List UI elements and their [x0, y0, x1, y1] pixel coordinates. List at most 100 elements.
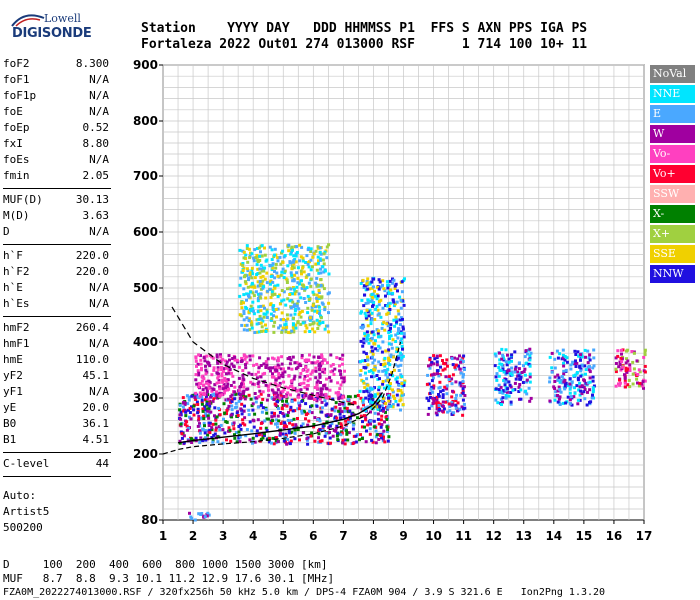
echo-point — [501, 391, 505, 395]
echo-point — [390, 371, 394, 374]
echo-point — [213, 406, 217, 410]
echo-point — [383, 356, 387, 360]
echo-point — [280, 407, 284, 411]
echo-point — [393, 363, 397, 367]
echo-point — [297, 307, 301, 311]
echo-point — [286, 317, 290, 321]
echo-point — [259, 263, 263, 267]
echo-point — [241, 369, 245, 372]
echo-point — [513, 370, 517, 374]
echo-point — [332, 429, 336, 432]
echo-point — [398, 351, 402, 355]
y-tick-label: 300 — [133, 391, 158, 405]
echo-point — [370, 355, 374, 359]
echo-point — [553, 387, 557, 390]
echo-point — [429, 363, 433, 367]
echo-point — [387, 302, 390, 306]
echo-point — [273, 292, 277, 296]
echo-point — [363, 425, 366, 429]
echo-point — [376, 417, 380, 421]
echo-point — [327, 426, 331, 429]
echo-point — [366, 277, 370, 281]
echo-point — [334, 391, 338, 395]
echo-point — [388, 308, 392, 311]
echo-point — [378, 433, 382, 437]
echo-point — [576, 402, 580, 406]
echo-point — [308, 316, 312, 320]
echo-point — [340, 431, 344, 435]
echo-point — [631, 360, 635, 364]
echo-point — [202, 377, 206, 381]
echo-point — [344, 419, 348, 423]
echo-point — [588, 358, 592, 362]
echo-point — [240, 402, 244, 406]
echo-point — [640, 382, 644, 386]
echo-point — [204, 438, 208, 442]
echo-point — [342, 404, 346, 408]
echo-point — [365, 429, 368, 433]
echo-point — [325, 245, 329, 249]
echo-point — [292, 262, 296, 266]
o-trace-line — [177, 391, 384, 444]
echo-point — [217, 425, 221, 429]
echo-point — [443, 385, 447, 389]
param-value: 220.0 — [75, 265, 109, 278]
echo-point — [353, 394, 357, 398]
echo-point — [252, 419, 256, 423]
echo-point — [641, 384, 644, 388]
echo-point — [365, 330, 369, 334]
echo-point — [204, 398, 207, 402]
echo-point — [286, 357, 290, 361]
echo-point — [286, 438, 290, 441]
echo-point — [374, 339, 377, 343]
echo-point — [339, 422, 343, 426]
echo-point — [383, 289, 387, 293]
echo-point — [255, 273, 259, 276]
echo-point — [438, 407, 441, 411]
echo-point — [399, 408, 402, 412]
echo-point — [504, 394, 508, 397]
echo-point — [557, 376, 561, 380]
echo-point — [215, 390, 219, 394]
echo-point — [377, 287, 381, 291]
echo-point — [399, 358, 403, 362]
echo-point — [196, 424, 200, 428]
echo-point — [387, 435, 391, 439]
echo-point — [614, 362, 618, 365]
echo-point — [387, 386, 391, 390]
echo-point — [271, 366, 275, 370]
echo-point — [367, 394, 371, 398]
echo-point — [220, 374, 224, 378]
echo-point — [214, 426, 218, 430]
echo-point — [337, 392, 341, 396]
echo-point — [249, 397, 253, 401]
echo-point — [285, 313, 289, 317]
echo-point — [617, 382, 620, 386]
echo-point — [402, 332, 406, 336]
echo-point — [296, 388, 300, 392]
echo-point — [511, 388, 515, 392]
echo-point — [205, 402, 209, 406]
echo-point — [346, 438, 350, 442]
echo-point — [637, 368, 641, 372]
echo-point — [220, 378, 224, 382]
echo-point — [459, 360, 462, 364]
echo-point — [509, 400, 513, 404]
echo-point — [248, 328, 252, 332]
echo-point — [314, 249, 318, 253]
echo-point — [206, 409, 210, 413]
echo-point — [314, 262, 318, 266]
echo-point — [301, 394, 305, 398]
echo-point — [271, 262, 275, 266]
echo-point — [386, 376, 390, 380]
echo-point — [366, 358, 370, 362]
echo-point — [253, 285, 257, 289]
param-row: h`E N/A — [3, 281, 109, 297]
echo-point — [294, 254, 298, 258]
echo-point — [318, 375, 322, 379]
echo-point — [286, 287, 289, 291]
echo-point — [583, 348, 587, 352]
echo-point — [396, 336, 400, 340]
echo-point — [365, 337, 369, 340]
echo-point — [614, 384, 618, 388]
